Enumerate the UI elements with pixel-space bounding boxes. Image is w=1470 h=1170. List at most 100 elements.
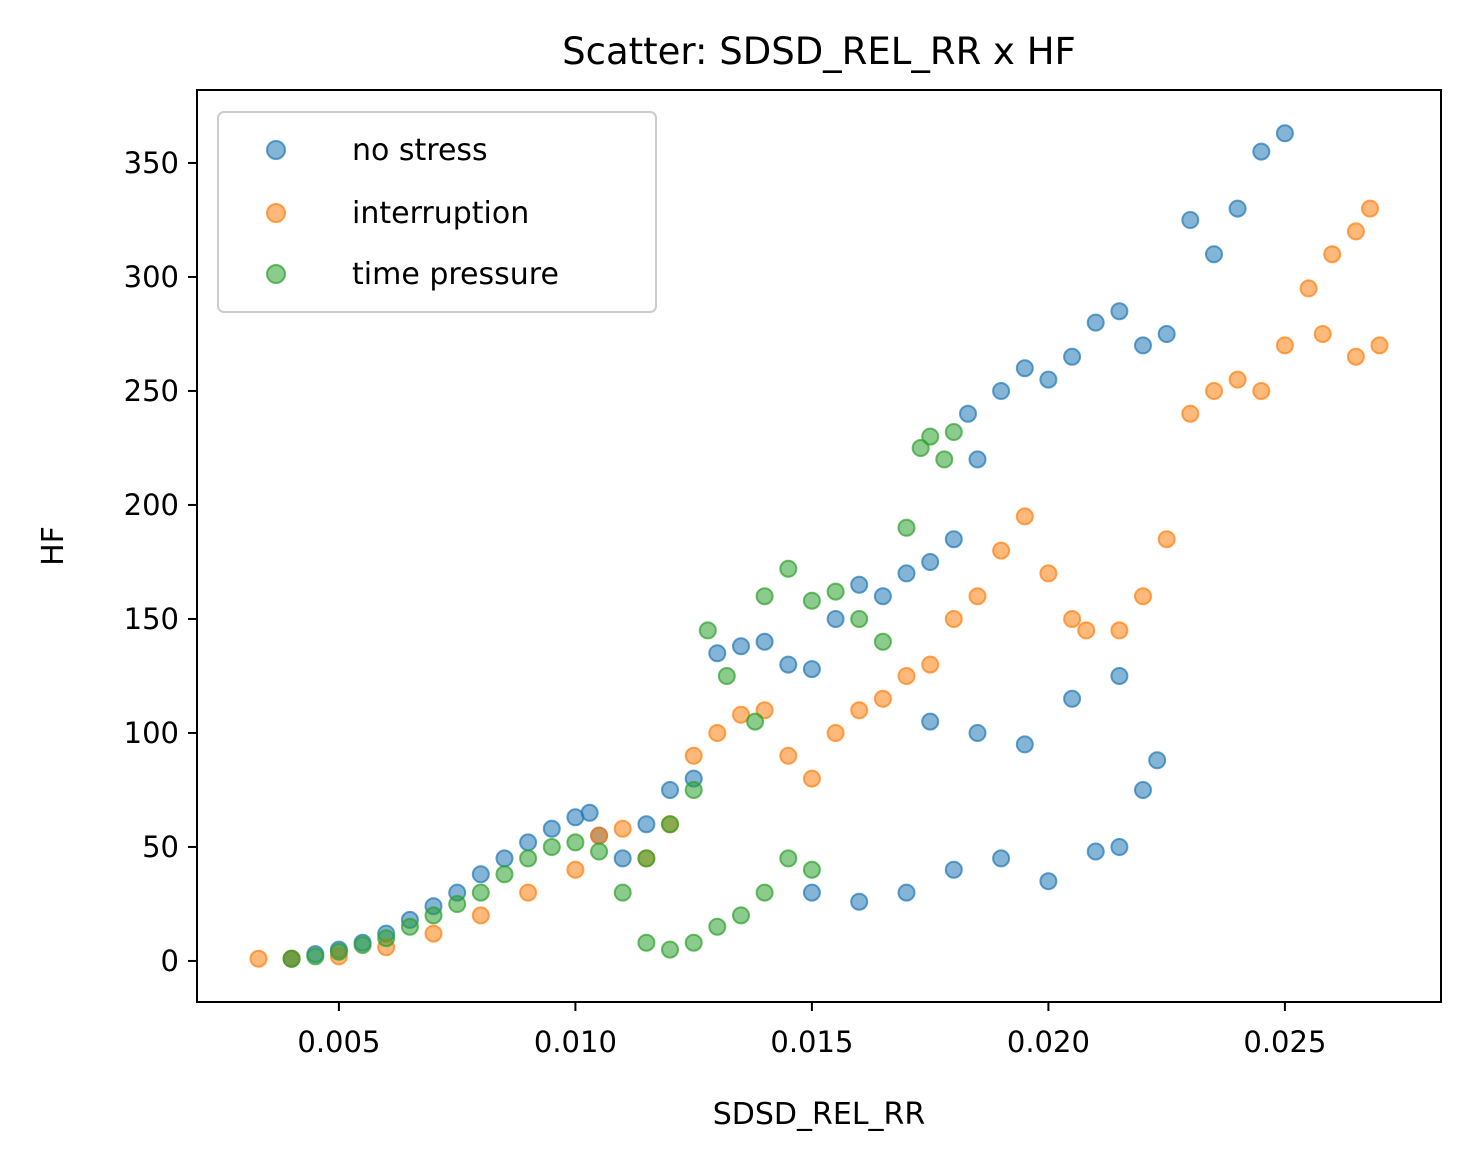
point-no-stress [1110, 302, 1129, 321]
point-no-stress [637, 815, 656, 834]
point-interruption [779, 746, 798, 765]
point-interruption [1370, 336, 1389, 355]
point-time-pressure [779, 849, 798, 868]
point-interruption [873, 689, 892, 708]
point-interruption [1181, 404, 1200, 423]
point-interruption [1015, 507, 1034, 526]
point-interruption [613, 819, 632, 838]
point-interruption [1039, 564, 1058, 583]
point-interruption [1275, 336, 1294, 355]
point-interruption [590, 826, 609, 845]
point-no-stress [613, 849, 632, 868]
point-interruption [1205, 382, 1223, 400]
point-interruption [992, 541, 1011, 560]
x-axis-label: SDSD_REL_RR [713, 1097, 926, 1132]
point-no-stress [992, 849, 1011, 868]
point-no-stress [1228, 199, 1247, 218]
plot-frame [196, 89, 1442, 1003]
point-no-stress [1110, 838, 1129, 856]
point-no-stress [1181, 211, 1200, 229]
point-interruption [802, 769, 821, 788]
point-time-pressure [353, 936, 372, 954]
point-no-stress [779, 655, 798, 674]
point-no-stress [1086, 842, 1105, 861]
point-interruption [1063, 610, 1082, 628]
point-interruption [471, 906, 490, 925]
point-no-stress [1205, 245, 1223, 264]
legend-label-no-stress: no stress [352, 133, 488, 168]
point-no-stress [755, 632, 774, 651]
point-time-pressure [684, 781, 703, 799]
point-no-stress [1063, 347, 1082, 366]
y-tick-label: 350 [124, 146, 179, 180]
point-time-pressure [935, 450, 954, 469]
point-time-pressure [732, 906, 750, 925]
point-time-pressure [400, 917, 419, 936]
point-time-pressure [684, 933, 703, 952]
point-time-pressure [779, 559, 798, 578]
point-no-stress [1039, 370, 1058, 389]
point-no-stress [968, 450, 987, 469]
y-tick-label: 100 [124, 716, 179, 750]
x-ticks: 0.005 0.010 0.015 0.020 0.025 [297, 1002, 1326, 1059]
point-time-pressure [661, 815, 679, 834]
point-no-stress [897, 564, 916, 583]
point-interruption [566, 860, 585, 879]
y-tick-label: 250 [124, 374, 179, 408]
point-interruption [968, 587, 987, 606]
point-no-stress [495, 849, 514, 868]
x-tick-label: 0.020 [1007, 1025, 1090, 1059]
legend-marker-interruption [266, 203, 286, 223]
legend-box [217, 111, 657, 313]
point-interruption [249, 949, 268, 968]
point-no-stress [542, 819, 561, 838]
point-interruption [1361, 199, 1379, 218]
point-interruption [708, 724, 727, 742]
point-no-stress [944, 530, 963, 549]
point-interruption [1346, 222, 1365, 241]
point-no-stress [1252, 142, 1271, 161]
series-time-pressure [282, 423, 963, 968]
point-interruption [826, 724, 845, 742]
point-no-stress [1110, 667, 1129, 685]
point-time-pressure [448, 895, 467, 913]
point-no-stress [944, 860, 963, 879]
point-no-stress [661, 781, 679, 799]
point-time-pressure [590, 842, 609, 861]
point-time-pressure [377, 929, 396, 948]
point-no-stress [921, 712, 940, 731]
point-no-stress [1148, 751, 1167, 770]
point-no-stress [850, 892, 869, 911]
point-time-pressure [661, 940, 679, 959]
point-time-pressure [471, 883, 490, 902]
point-no-stress [471, 865, 490, 884]
point-no-stress [1015, 359, 1034, 378]
legend-marker-no-stress [266, 140, 286, 160]
y-tick-label: 200 [124, 488, 179, 522]
point-no-stress [732, 637, 750, 656]
point-interruption [424, 924, 443, 943]
point-no-stress [1086, 313, 1105, 332]
point-time-pressure [897, 518, 916, 537]
point-no-stress [1015, 735, 1034, 754]
point-no-stress [850, 575, 869, 594]
point-no-stress [802, 883, 821, 902]
point-time-pressure [708, 917, 727, 936]
point-time-pressure [637, 849, 656, 868]
point-time-pressure [755, 587, 774, 606]
point-time-pressure [802, 591, 821, 610]
point-no-stress [580, 803, 599, 822]
point-no-stress [921, 553, 940, 571]
y-tick-label: 50 [142, 830, 179, 864]
point-time-pressure [613, 883, 632, 902]
legend-marker-time-pressure [266, 264, 286, 284]
point-interruption [1252, 382, 1271, 400]
y-tick-label: 0 [161, 944, 179, 978]
point-no-stress [1157, 325, 1176, 343]
x-tick-label: 0.010 [534, 1025, 617, 1059]
x-tick-label: 0.005 [297, 1025, 380, 1059]
point-no-stress [968, 724, 987, 742]
point-interruption [921, 655, 940, 674]
